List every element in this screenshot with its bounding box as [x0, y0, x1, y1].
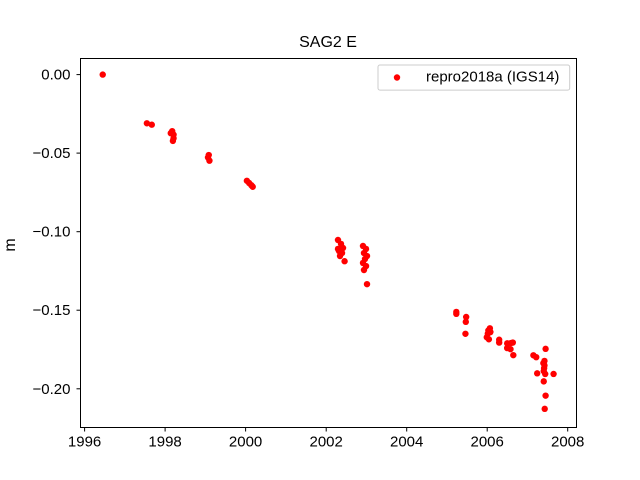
svg-text:−0.10: −0.10 [33, 224, 71, 241]
svg-text:2008: 2008 [551, 434, 584, 451]
svg-text:−0.20: −0.20 [33, 381, 71, 398]
svg-text:2000: 2000 [229, 434, 262, 451]
svg-text:1998: 1998 [148, 434, 181, 451]
svg-text:−0.15: −0.15 [33, 302, 71, 319]
svg-text:2002: 2002 [310, 434, 343, 451]
svg-text:2006: 2006 [471, 434, 504, 451]
svg-text:−0.05: −0.05 [33, 145, 71, 162]
svg-text:repro2018a (IGS14): repro2018a (IGS14) [426, 69, 559, 86]
svg-text:SAG2 E: SAG2 E [299, 34, 357, 51]
svg-text:2004: 2004 [390, 434, 423, 451]
svg-text:0.00: 0.00 [41, 67, 70, 84]
svg-text:1996: 1996 [68, 434, 101, 451]
svg-text:m: m [2, 238, 19, 251]
